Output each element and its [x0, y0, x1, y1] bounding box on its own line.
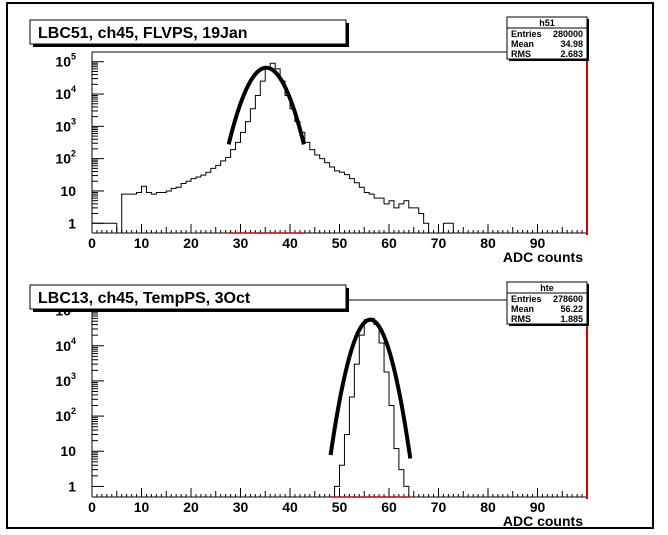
- y-tick-label: 105: [55, 52, 76, 70]
- stats-mean-label: Mean: [511, 39, 534, 49]
- y-tick-label: 10: [60, 443, 76, 459]
- x-tick-label: 70: [431, 235, 447, 251]
- x-axis-label: ADC counts: [503, 249, 583, 265]
- x-tick-label: 30: [233, 235, 249, 251]
- y-tick-label: 103: [55, 371, 76, 389]
- stats-name: h51: [539, 18, 555, 28]
- x-tick-label: 0: [88, 235, 96, 251]
- stats-rms-value: 2.683: [560, 49, 583, 59]
- x-tick-label: 90: [530, 499, 546, 515]
- stats-mean-value: 34.98: [560, 39, 583, 49]
- y-tick-label: 1: [68, 478, 76, 494]
- x-tick-label: 90: [530, 235, 546, 251]
- stats-name: hte: [540, 283, 554, 293]
- x-tick-label: 10: [134, 499, 150, 515]
- title-box: [29, 284, 347, 310]
- y-tick-label: 102: [55, 406, 76, 424]
- gaussian-fit-curve: [226, 65, 306, 145]
- x-tick-label: 20: [183, 235, 199, 251]
- stats-box: [506, 16, 588, 60]
- stats-entries-label: Entries: [511, 29, 542, 39]
- y-tick-label: 1: [68, 215, 76, 231]
- x-tick-label: 40: [282, 499, 298, 515]
- x-tick-label: 60: [381, 499, 397, 515]
- x-tick-label: 50: [332, 235, 348, 251]
- x-axis-label: ADC counts: [503, 513, 583, 529]
- gaussian-fit-curve: [328, 317, 413, 459]
- title-box: [29, 19, 347, 45]
- x-tick-label: 10: [134, 235, 150, 251]
- y-tick-label: 104: [55, 336, 76, 354]
- stats-mean-label: Mean: [511, 304, 534, 314]
- chart-title: LBC13, ch45, TempPS, 3Oct: [38, 290, 251, 307]
- stats-mean-value: 56.22: [560, 304, 583, 314]
- x-tick-label: 70: [431, 499, 447, 515]
- y-tick-label: 102: [55, 149, 76, 167]
- figure-frame: [6, 2, 654, 529]
- y-tick-label: 104: [55, 84, 76, 102]
- x-tick-label: 50: [332, 499, 348, 515]
- stats-rms-label: RMS: [511, 314, 531, 324]
- x-tick-label: 80: [480, 235, 496, 251]
- histogram-outline: [334, 317, 410, 497]
- x-tick-label: 40: [282, 235, 298, 251]
- x-tick-label: 80: [480, 499, 496, 515]
- x-tick-label: 30: [233, 499, 249, 515]
- chart-title: LBC51, ch45, FLVPS, 19Jan: [38, 25, 248, 42]
- stats-entries-value: 280000: [553, 29, 583, 39]
- stats-entries-value: 278600: [553, 294, 583, 304]
- stats-rms-label: RMS: [511, 49, 531, 59]
- y-tick-label: 103: [55, 116, 76, 134]
- x-tick-label: 0: [88, 499, 96, 515]
- x-tick-label: 60: [381, 235, 397, 251]
- y-tick-label: 10: [60, 183, 76, 199]
- stats-box: [506, 281, 588, 325]
- x-tick-label: 20: [183, 499, 199, 515]
- histogram-outline: [92, 62, 454, 233]
- stats-entries-label: Entries: [511, 294, 542, 304]
- stats-rms-value: 1.885: [560, 314, 583, 324]
